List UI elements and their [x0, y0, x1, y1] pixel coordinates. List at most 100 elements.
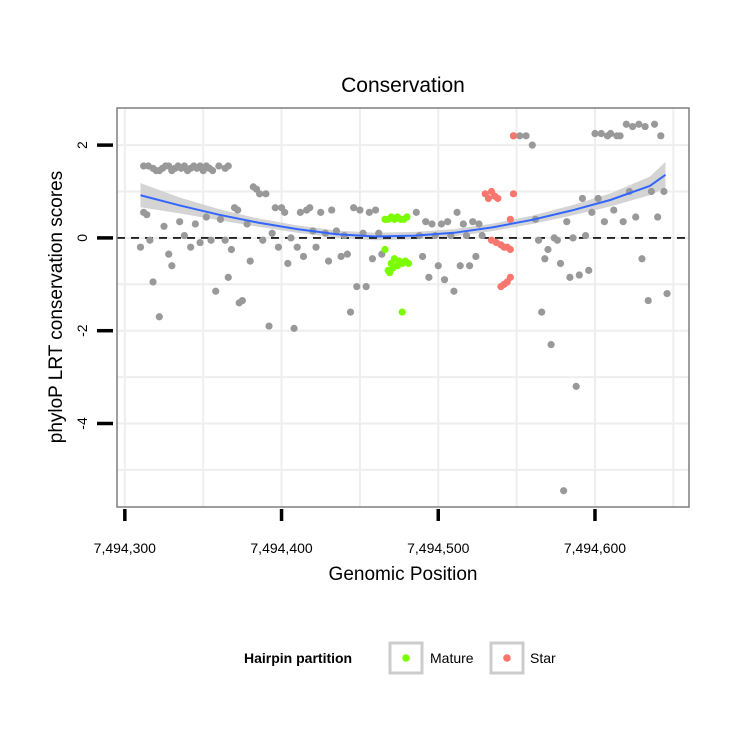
point-other — [191, 220, 199, 228]
point-other — [440, 276, 449, 284]
point-other — [650, 120, 659, 128]
point-other — [328, 206, 336, 214]
smooth-line-group — [140, 173, 667, 238]
x-axis: 7,494,300 7,494,400 7,494,500 7,494,600 — [94, 509, 626, 556]
point-other — [271, 204, 279, 212]
point-other — [234, 206, 242, 214]
y-tick-label: -2 — [74, 324, 90, 337]
point-other — [274, 243, 283, 251]
point-other — [353, 283, 361, 291]
point-star — [506, 245, 514, 254]
point-other — [472, 252, 480, 261]
point-other — [312, 243, 320, 251]
point-other — [371, 206, 380, 214]
point-star — [509, 190, 518, 198]
point-other — [317, 208, 325, 216]
point-other — [238, 296, 246, 305]
smooth-line — [140, 173, 667, 238]
point-other — [324, 257, 333, 265]
point-other — [346, 308, 355, 316]
y-tick-label: -4 — [74, 417, 90, 430]
point-star — [484, 194, 493, 203]
point-other — [418, 252, 427, 261]
point-other — [635, 120, 643, 128]
point-other — [337, 252, 345, 261]
legend-dot-star — [503, 654, 511, 662]
point-other — [575, 271, 583, 279]
point-other — [544, 245, 552, 254]
point-other — [350, 204, 358, 212]
point-other — [176, 218, 184, 226]
y-tick-label: 0 — [74, 234, 90, 242]
point-other — [566, 273, 574, 281]
point-other — [155, 313, 163, 321]
point-other — [585, 266, 593, 274]
point-other — [425, 273, 433, 281]
point-other — [168, 262, 176, 270]
point-other — [215, 162, 223, 170]
point-other — [607, 129, 615, 138]
chart-title: Conservation — [341, 74, 465, 97]
point-other — [136, 243, 145, 251]
point-other — [246, 257, 254, 265]
point-other — [563, 218, 571, 226]
point-mature — [403, 213, 411, 221]
point-other — [663, 289, 671, 298]
point-mature — [398, 308, 406, 316]
point-other — [293, 243, 301, 251]
point-other — [632, 213, 640, 221]
panel-border — [116, 107, 690, 508]
point-other — [475, 220, 483, 228]
point-other — [146, 236, 154, 244]
point-other — [581, 231, 590, 240]
point-other — [444, 218, 452, 226]
point-other — [572, 382, 580, 390]
point-other — [368, 255, 377, 263]
point-other — [478, 231, 486, 240]
point-other — [290, 324, 298, 332]
point-other — [610, 206, 618, 214]
point-other — [299, 252, 308, 261]
point-other — [534, 236, 543, 244]
point-other — [597, 129, 605, 138]
point-other — [466, 262, 474, 270]
point-other — [547, 341, 555, 349]
point-other — [268, 229, 276, 237]
point-other — [306, 204, 314, 212]
point-other — [437, 220, 445, 228]
point-other — [265, 322, 273, 330]
point-other — [569, 234, 577, 242]
point-other — [660, 187, 668, 196]
point-star — [494, 194, 502, 203]
point-other — [221, 236, 229, 244]
point-other — [149, 278, 157, 286]
point-other — [628, 122, 637, 131]
point-other — [462, 231, 471, 240]
legend-dot-mature — [402, 654, 410, 662]
point-other — [619, 218, 627, 226]
point-other — [422, 218, 430, 226]
point-other — [641, 122, 649, 131]
point-other — [541, 255, 549, 263]
point-other — [202, 213, 210, 221]
point-other — [281, 208, 289, 216]
point-other — [216, 215, 225, 223]
point-other — [459, 220, 467, 228]
point-other — [356, 206, 364, 214]
point-other — [412, 208, 420, 216]
legend-title: Hairpin partition — [244, 650, 352, 666]
point-other — [362, 283, 370, 291]
point-star — [506, 273, 514, 281]
point-other — [180, 231, 188, 240]
point-other — [227, 245, 235, 254]
point-other — [538, 308, 546, 316]
legend-key-mature — [388, 641, 424, 675]
point-star — [506, 215, 514, 223]
point-other — [657, 132, 665, 140]
smooth-ribbon — [140, 161, 666, 241]
point-other — [578, 194, 587, 203]
point-other — [375, 229, 383, 237]
point-other — [453, 208, 461, 216]
point-other — [365, 208, 373, 216]
